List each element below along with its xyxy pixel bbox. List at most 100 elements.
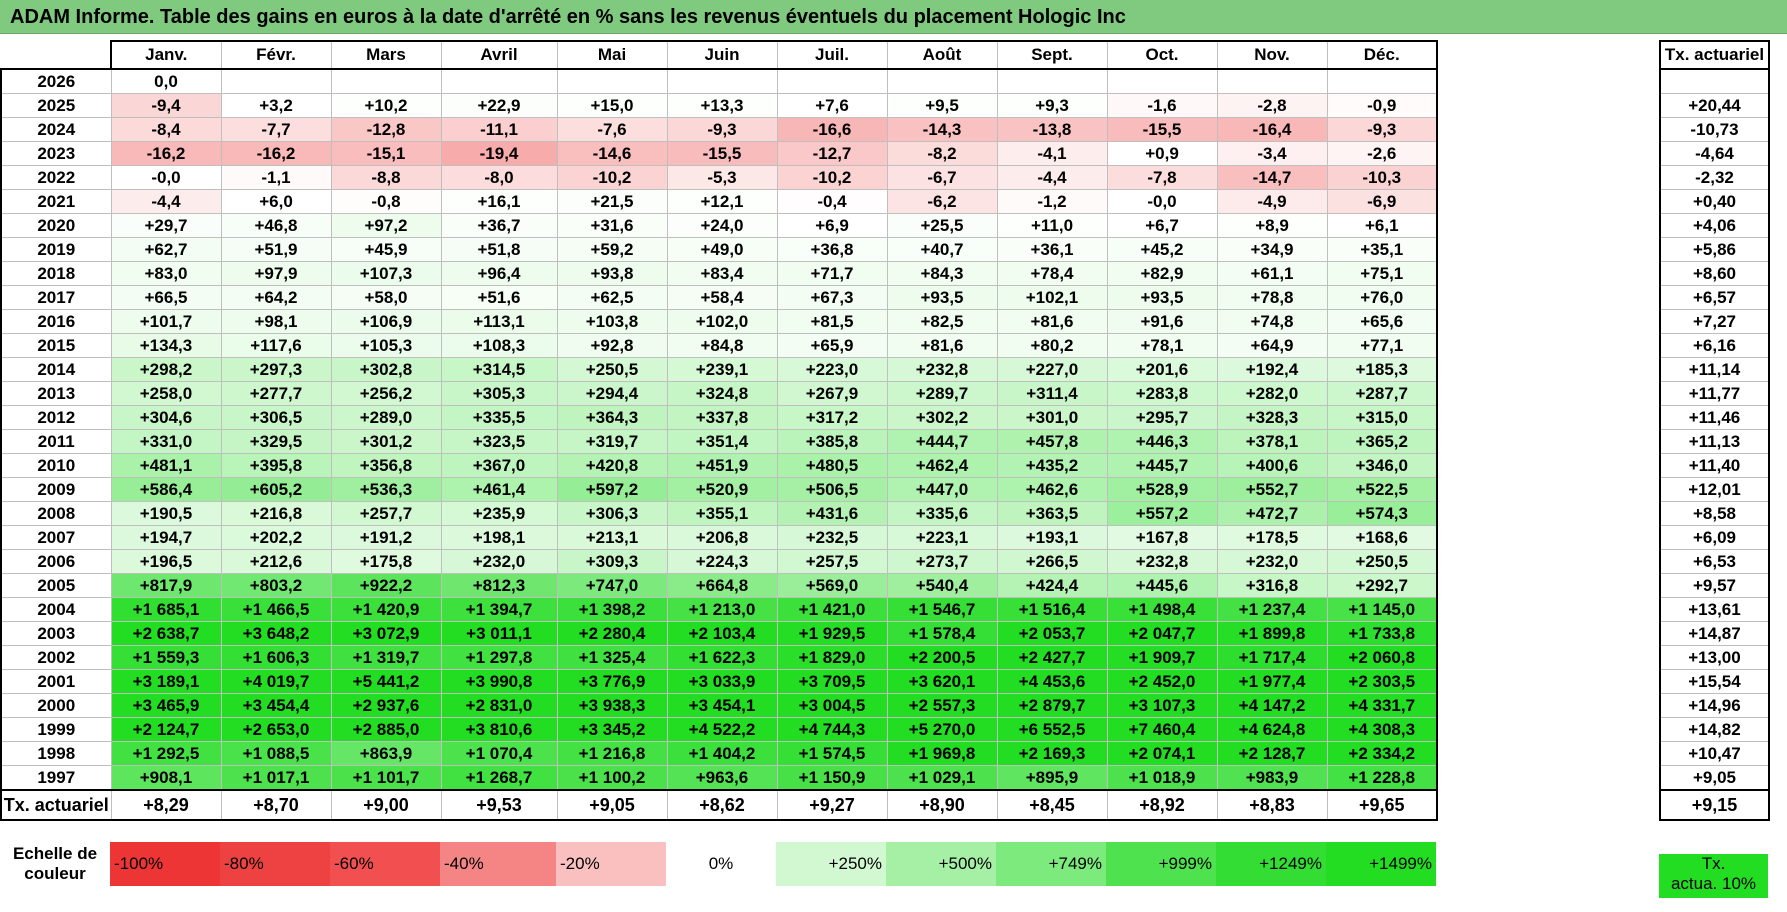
gain-cell: -10,2 bbox=[776, 165, 888, 190]
gain-cell: +2 303,5 bbox=[1326, 669, 1438, 694]
gain-cell: +93,5 bbox=[886, 285, 998, 310]
gain-cell: +367,0 bbox=[440, 453, 558, 478]
gain-cell: +12,1 bbox=[666, 189, 778, 214]
gain-cell: +2 053,7 bbox=[996, 621, 1108, 646]
gain-cell: +1 498,4 bbox=[1106, 597, 1218, 622]
color-scale-legend: Echelle de couleur -100% -80% -60% -40% -20%… bbox=[0, 842, 1436, 886]
rate-cell: +5,86 bbox=[1659, 237, 1770, 262]
gain-cell bbox=[886, 68, 998, 94]
gain-cell: +282,0 bbox=[1216, 381, 1328, 406]
gain-cell: +213,1 bbox=[556, 525, 668, 550]
gain-cell: -7,7 bbox=[220, 117, 332, 142]
gain-cell: +400,6 bbox=[1216, 453, 1328, 478]
gain-cell: +101,7 bbox=[110, 309, 222, 334]
gain-cell: +472,7 bbox=[1216, 501, 1328, 526]
rate-table: Tx. actuariel +20,44 -10,73 -4,64 -2,32 +0,40… bbox=[1659, 40, 1770, 821]
gain-cell: +2 653,0 bbox=[220, 717, 332, 742]
gain-cell: -2,8 bbox=[1216, 93, 1328, 118]
gain-cell: -0,4 bbox=[776, 189, 888, 214]
table-row: 2019 +62,7 +51,9 +45,9 +51,8 +59,2 +49,0 +36,8 +… bbox=[0, 237, 1438, 262]
gain-cell: -10,3 bbox=[1326, 165, 1438, 190]
gain-cell: +520,9 bbox=[666, 477, 778, 502]
gain-cell: -8,4 bbox=[110, 117, 222, 142]
footer-rate-cell: +8,70 bbox=[220, 789, 332, 821]
gain-cell: +1 909,7 bbox=[1106, 645, 1218, 670]
gain-cell: +227,0 bbox=[996, 357, 1108, 382]
gain-cell: +3 454,1 bbox=[666, 693, 778, 718]
gain-cell: +304,6 bbox=[110, 405, 222, 430]
gain-cell: +59,2 bbox=[556, 237, 668, 262]
rate-cell: +6,16 bbox=[1659, 333, 1770, 358]
gain-cell: +3 004,5 bbox=[776, 693, 888, 718]
gain-cell: +3 810,6 bbox=[440, 717, 558, 742]
gain-cell: +311,4 bbox=[996, 381, 1108, 406]
gain-cell: +65,6 bbox=[1326, 309, 1438, 334]
gain-cell: +7,6 bbox=[776, 93, 888, 118]
gain-cell: +35,1 bbox=[1326, 237, 1438, 262]
header-corner bbox=[1, 41, 112, 70]
gain-cell: -6,2 bbox=[886, 189, 998, 214]
gain-cell: +2 427,7 bbox=[996, 645, 1108, 670]
gain-cell: +586,4 bbox=[110, 477, 222, 502]
gain-cell: +1 297,8 bbox=[440, 645, 558, 670]
gain-cell: +45,2 bbox=[1106, 237, 1218, 262]
table-row: 2004 +1 685,1 +1 466,5 +1 420,9 +1 394,7 +1 3… bbox=[0, 597, 1438, 622]
gain-cell: +287,7 bbox=[1326, 381, 1438, 406]
table-row: 2024 -8,4 -7,7 -12,8 -11,1 -7,6 -9,3 -16,6 -14,3… bbox=[0, 117, 1438, 142]
gain-cell: +283,8 bbox=[1106, 381, 1218, 406]
gain-cell: +3 454,4 bbox=[220, 693, 332, 718]
gain-cell bbox=[1106, 68, 1218, 94]
gain-cell: +329,5 bbox=[220, 429, 332, 454]
gain-cell: +1 466,5 bbox=[220, 597, 332, 622]
footer-label: Tx. actuariel bbox=[0, 789, 112, 821]
footer-rate-cell: +8,90 bbox=[886, 789, 998, 821]
gain-cell: +536,3 bbox=[330, 477, 442, 502]
table-row: 2010 +481,1 +395,8 +356,8 +367,0 +420,8 +451,9… bbox=[0, 453, 1438, 478]
rate-cell: -2,32 bbox=[1659, 165, 1770, 190]
gain-cell: +97,9 bbox=[220, 261, 332, 286]
year-label: 2000 bbox=[0, 693, 112, 718]
gain-cell: +317,2 bbox=[776, 405, 888, 430]
rate-cell: +6,57 bbox=[1659, 285, 1770, 310]
gain-cell: +355,1 bbox=[666, 501, 778, 526]
gain-cell: +83,4 bbox=[666, 261, 778, 286]
table-row: 2018 +83,0 +97,9 +107,3 +96,4 +93,8 +83,4 +71,7… bbox=[0, 261, 1438, 286]
gain-cell: +480,5 bbox=[776, 453, 888, 478]
gain-cell: +105,3 bbox=[330, 333, 442, 358]
month-header: Sept. bbox=[996, 40, 1108, 70]
table-row: 1997 +908,1 +1 017,1 +1 101,7 +1 268,7 +1 100… bbox=[0, 765, 1438, 791]
gain-cell: +1 574,5 bbox=[776, 741, 888, 766]
rate-cell: +13,00 bbox=[1659, 645, 1770, 670]
gain-cell: +335,5 bbox=[440, 405, 558, 430]
year-label: 2005 bbox=[0, 573, 112, 598]
gain-cell: +552,7 bbox=[1216, 477, 1328, 502]
month-header: Janv. bbox=[110, 40, 222, 70]
footer-rate-cell: +9,00 bbox=[330, 789, 442, 821]
gain-cell: -16,6 bbox=[776, 117, 888, 142]
gain-cell: -15,5 bbox=[1106, 117, 1218, 142]
color-scale-swatch: -80% bbox=[220, 842, 330, 886]
gain-cell: -16,2 bbox=[220, 141, 332, 166]
gain-cell: +232,5 bbox=[776, 525, 888, 550]
gain-cell: +3 465,9 bbox=[110, 693, 222, 718]
gain-cell: +2 200,5 bbox=[886, 645, 998, 670]
rate-legend-line1: Tx. bbox=[1701, 854, 1726, 873]
year-label: 2025 bbox=[0, 93, 112, 118]
month-header: Mai bbox=[556, 40, 668, 70]
gain-cell: +461,4 bbox=[440, 477, 558, 502]
gain-cell: +97,2 bbox=[330, 213, 442, 238]
gain-cell: +84,3 bbox=[886, 261, 998, 286]
gain-cell: +2 831,0 bbox=[440, 693, 558, 718]
gain-cell: +24,0 bbox=[666, 213, 778, 238]
gain-cell: +803,2 bbox=[220, 573, 332, 598]
rate-cell: +6,09 bbox=[1659, 525, 1770, 550]
gain-cell: +1 228,8 bbox=[1326, 765, 1438, 791]
gain-cell: +78,1 bbox=[1106, 333, 1218, 358]
gain-cell: +71,7 bbox=[776, 261, 888, 286]
rate-cell: +9,05 bbox=[1659, 765, 1770, 791]
gain-cell: +895,9 bbox=[996, 765, 1108, 791]
rate-cell: +8,60 bbox=[1659, 261, 1770, 286]
gain-cell: +1 606,3 bbox=[220, 645, 332, 670]
gain-cell: +0,9 bbox=[1106, 141, 1218, 166]
gain-cell: +232,8 bbox=[1106, 549, 1218, 574]
